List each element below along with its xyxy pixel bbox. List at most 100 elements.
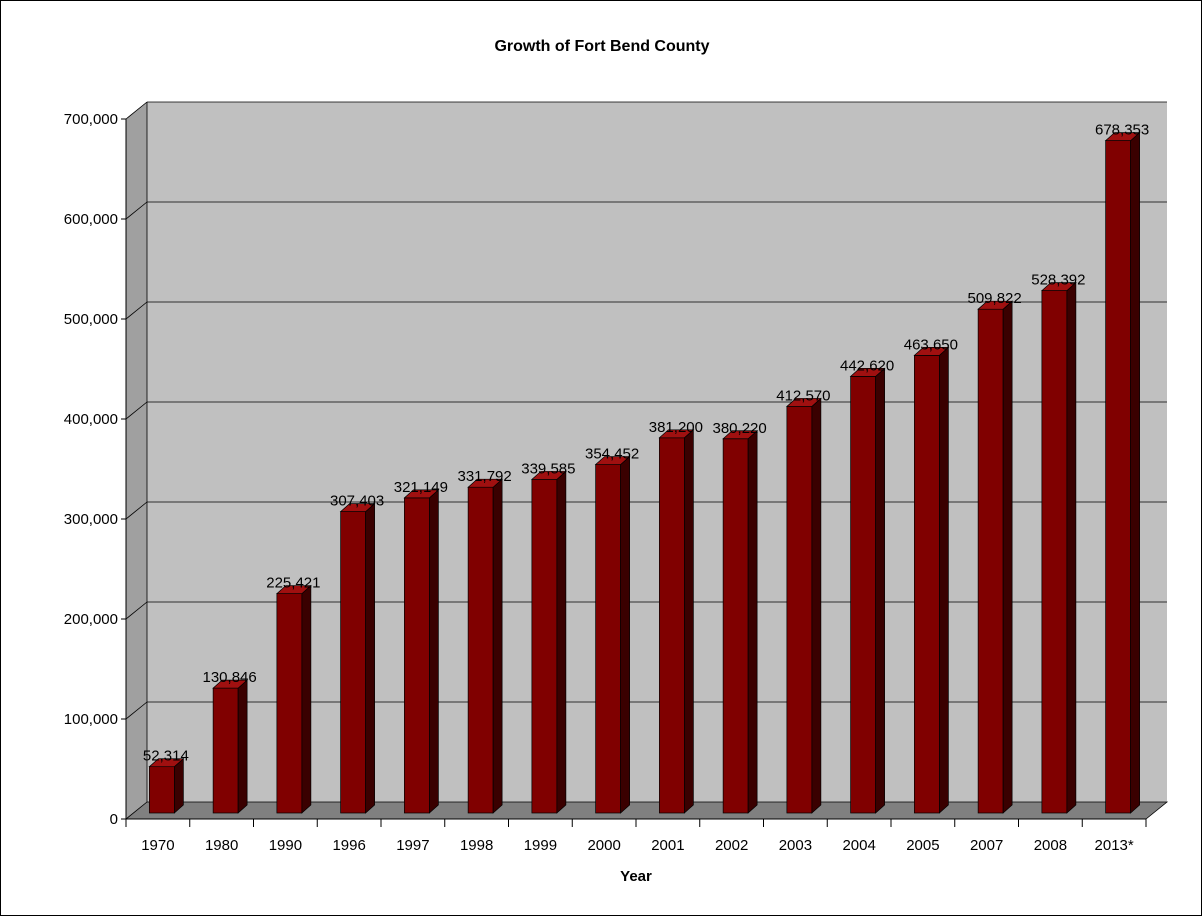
bar <box>276 593 303 814</box>
y-tick-label: 300,000 <box>64 511 118 528</box>
bar-side <box>747 430 758 814</box>
bar-side <box>492 478 503 814</box>
x-tick-label: 1999 <box>524 837 557 854</box>
data-label: 354,452 <box>585 446 639 463</box>
x-tick-label: 1970 <box>141 837 174 854</box>
bar-top <box>977 300 1014 310</box>
bar-top <box>594 456 631 465</box>
bar-side <box>237 679 248 814</box>
data-label: 331,792 <box>458 468 512 485</box>
bar-top <box>530 471 567 480</box>
bar <box>531 479 558 814</box>
x-tick-label: 1997 <box>396 837 429 854</box>
gridline-diag <box>125 301 148 320</box>
bar-top <box>403 489 440 499</box>
y-tick-label: 400,000 <box>64 411 118 428</box>
data-label: 225,421 <box>266 575 320 592</box>
bar-side <box>620 455 630 814</box>
gridline-diag <box>125 501 148 520</box>
data-label: 380,220 <box>713 420 767 437</box>
x-tick-label: 2001 <box>651 837 684 854</box>
bar-top <box>148 758 185 768</box>
bar-side <box>1130 131 1140 814</box>
side-wall <box>126 102 147 819</box>
x-tick-label: 2004 <box>842 837 875 854</box>
bar <box>977 308 1004 814</box>
bar <box>467 486 494 814</box>
data-label: 52,314 <box>143 748 189 765</box>
bar-side <box>365 502 375 814</box>
bar-top <box>339 503 376 512</box>
bar-top <box>212 679 249 689</box>
bar <box>149 766 175 814</box>
bar-side <box>875 367 885 814</box>
bar-top <box>785 398 822 407</box>
bar <box>1105 140 1131 814</box>
data-label: 678,353 <box>1095 122 1149 139</box>
bar-side <box>811 397 822 814</box>
y-tick-label: 0 <box>110 811 118 828</box>
gridline-diag <box>125 701 148 720</box>
bar <box>850 376 876 814</box>
bar <box>722 438 749 814</box>
x-tick-label: 2002 <box>715 837 748 854</box>
bar-side <box>684 429 694 814</box>
x-tick-label: 1990 <box>269 837 302 854</box>
y-tick-label: 700,000 <box>64 111 118 128</box>
x-tick-label: 2008 <box>1034 837 1067 854</box>
bar-side <box>1066 281 1077 814</box>
data-label: 442,620 <box>840 357 894 374</box>
data-label: 381,200 <box>649 419 703 436</box>
y-tick-label: 600,000 <box>64 211 118 228</box>
y-tick-label: 200,000 <box>64 611 118 628</box>
gridline-diag <box>125 601 148 620</box>
bar-side <box>939 346 949 814</box>
bar-top <box>658 429 695 439</box>
y-tick-label: 500,000 <box>64 311 118 328</box>
x-tick-label: 1996 <box>332 837 365 854</box>
bar-top <box>275 585 312 594</box>
data-label: 509,822 <box>968 290 1022 307</box>
data-label: 339,585 <box>521 460 575 477</box>
chart-title: Growth of Fort Bend County <box>494 38 709 55</box>
bar-top <box>1104 132 1141 141</box>
x-tick-label: 2005 <box>906 837 939 854</box>
bar <box>1041 290 1068 814</box>
data-label: 463,650 <box>904 336 958 353</box>
bar <box>212 687 239 814</box>
x-axis-title: Year <box>620 868 652 885</box>
x-tick-label: 2013* <box>1095 837 1134 854</box>
bar-top <box>467 478 504 488</box>
gridline-diag <box>125 201 148 220</box>
bar-top <box>1040 282 1077 291</box>
data-label: 130,846 <box>203 669 257 686</box>
bar-top <box>913 347 950 356</box>
bar-side <box>429 489 439 814</box>
bar <box>340 511 366 814</box>
x-tick-label: 1980 <box>205 837 238 854</box>
bar-side <box>301 584 312 814</box>
gridline-diag <box>125 401 148 420</box>
x-tick-label: 2000 <box>587 837 620 854</box>
data-label: 528,392 <box>1031 272 1085 289</box>
bar-top <box>722 430 759 440</box>
bar-side <box>174 757 184 814</box>
bar <box>659 437 685 814</box>
data-label: 321,149 <box>394 479 448 496</box>
data-label: 412,570 <box>776 387 830 404</box>
bar-side <box>556 470 567 814</box>
bar <box>404 497 430 814</box>
data-label: 307,403 <box>330 493 384 510</box>
x-tick-label: 2007 <box>970 837 1003 854</box>
bar-top <box>849 368 886 377</box>
x-tick-label: 2003 <box>779 837 812 854</box>
x-tick-label: 1998 <box>460 837 493 854</box>
bar-side <box>1002 300 1013 814</box>
bar <box>786 406 813 814</box>
y-tick-label: 100,000 <box>64 711 118 728</box>
bar <box>595 464 621 814</box>
bar <box>914 355 940 814</box>
gridline-diag <box>125 101 148 120</box>
